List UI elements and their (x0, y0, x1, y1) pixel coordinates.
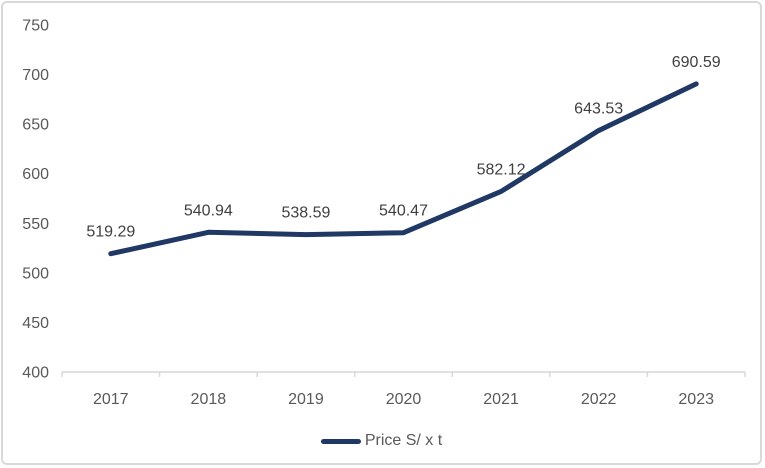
legend: Price S/ x t (3, 427, 760, 455)
data-point-label: 582.12 (477, 161, 526, 178)
data-point-label: 643.53 (574, 101, 623, 118)
y-axis-tick-label: 750 (22, 18, 49, 35)
data-point-label: 690.59 (672, 54, 721, 71)
price-series-line (108, 81, 699, 257)
legend-line-swatch (320, 438, 361, 444)
x-axis-category-label: 2018 (191, 391, 227, 408)
x-axis-category-label: 2020 (386, 391, 422, 408)
x-axis-category-label: 2017 (93, 391, 129, 408)
y-axis-tick-label: 400 (22, 365, 49, 382)
x-axis-category-label: 2021 (483, 391, 519, 408)
data-point-label: 540.94 (184, 202, 233, 219)
x-axis-category-label: 2019 (288, 391, 324, 408)
x-axis-category-label: 2022 (581, 391, 617, 408)
data-point-label: 519.29 (86, 224, 135, 241)
y-axis-tick-label: 700 (22, 67, 49, 84)
data-point-label: 538.59 (281, 205, 330, 222)
x-axis-category-label: 2023 (678, 391, 714, 408)
y-axis-tick-label: 650 (22, 117, 49, 134)
y-axis-tick-label: 600 (22, 166, 49, 183)
data-point-label: 540.47 (379, 203, 428, 220)
y-axis-tick-label: 500 (22, 265, 49, 282)
y-axis-tick-label: 450 (22, 315, 49, 332)
y-axis-tick-label: 550 (22, 216, 49, 233)
legend-label: Price S/ x t (364, 432, 443, 449)
